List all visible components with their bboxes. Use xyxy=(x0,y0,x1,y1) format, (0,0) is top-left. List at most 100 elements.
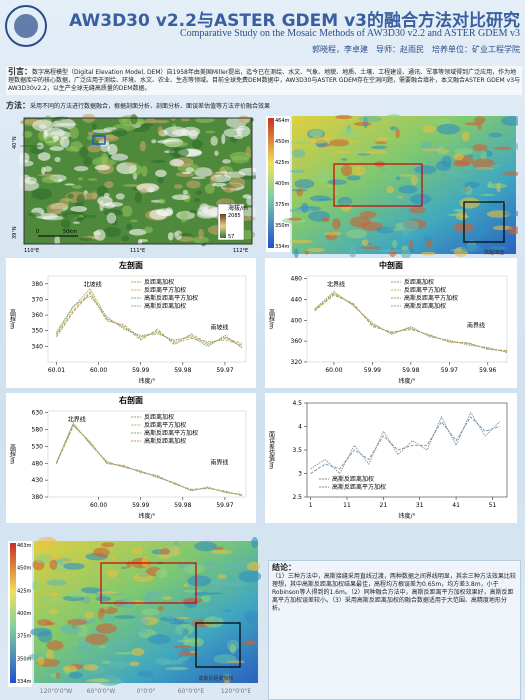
terrain xyxy=(474,116,486,124)
terrain xyxy=(210,135,218,146)
method: 方法：采用不同的方法进行数据融合，根据剖面分析、剖面分析、面误差估值等方法评价融… xyxy=(6,102,518,111)
terrain xyxy=(95,596,112,602)
terrain xyxy=(101,660,111,665)
terrain xyxy=(332,218,341,230)
terrain xyxy=(358,115,382,123)
terrain xyxy=(18,174,31,183)
terrain xyxy=(359,210,377,219)
terrain xyxy=(174,230,183,240)
scale-label: 50km xyxy=(63,229,77,235)
terrain xyxy=(238,570,261,583)
terrain xyxy=(436,123,460,135)
terrain xyxy=(194,167,213,177)
terrain xyxy=(165,666,189,671)
terrain xyxy=(509,143,518,150)
x-tick-label: 60.01 xyxy=(48,367,65,374)
terrain xyxy=(125,162,138,166)
legend-label: 高斯反距离平方加权 xyxy=(144,294,198,302)
lon-label: 120°0'0"E xyxy=(221,688,251,695)
legend-label: 高斯反距离加权 xyxy=(404,302,446,310)
x-tick-label: 41 xyxy=(452,502,460,509)
y-tick-label: 380 xyxy=(32,281,44,288)
terrain xyxy=(179,210,189,223)
terrain xyxy=(226,582,247,587)
terrain xyxy=(126,561,132,568)
colorbar-label: 350m xyxy=(275,223,290,229)
terrain xyxy=(138,574,149,577)
terrain xyxy=(408,206,426,214)
terrain xyxy=(229,644,237,654)
terrain xyxy=(94,164,111,171)
terrain xyxy=(389,248,397,258)
y-axis-label: 面误差估值/m xyxy=(268,431,275,469)
terrain xyxy=(338,129,359,137)
terrain xyxy=(296,188,303,197)
terrain xyxy=(422,124,436,133)
chart-title: 右剖面 xyxy=(118,395,143,405)
terrain xyxy=(351,165,366,176)
x-tick-label: 59.99 xyxy=(364,367,381,374)
colorbar-label: 425m xyxy=(275,160,290,166)
x-tick-label: 59.98 xyxy=(174,502,191,509)
line-series xyxy=(310,416,500,474)
x-tick-label: 51 xyxy=(489,502,497,509)
terrain xyxy=(37,537,57,548)
terrain xyxy=(93,547,110,558)
terrain xyxy=(154,658,171,666)
terrain xyxy=(128,228,147,236)
terrain xyxy=(76,193,86,206)
terrain xyxy=(210,550,233,555)
terrain xyxy=(82,192,98,200)
terrain xyxy=(459,197,480,209)
terrain xyxy=(487,181,493,189)
terrain xyxy=(155,169,167,178)
terrain xyxy=(251,537,259,549)
colorbar-label: 425m xyxy=(17,588,32,594)
terrain xyxy=(49,146,64,151)
terrain xyxy=(203,616,224,628)
terrain xyxy=(421,148,444,152)
terrain xyxy=(222,669,232,680)
terrain xyxy=(145,591,163,599)
terrain xyxy=(186,180,201,189)
legend-label: 反距离平方加权 xyxy=(144,421,186,429)
y-tick-label: 350 xyxy=(32,328,44,335)
terrain xyxy=(206,569,212,573)
terrain xyxy=(147,634,171,645)
lon-label: 112°E xyxy=(233,248,248,254)
legend-label: 高斯反距离平方加权 xyxy=(404,294,458,302)
terrain xyxy=(398,185,418,194)
terrain xyxy=(329,139,350,147)
terrain xyxy=(92,129,111,134)
lon-label: 0°0'0" xyxy=(137,688,156,695)
y-tick-label: 430 xyxy=(32,477,44,484)
y-tick-label: 340 xyxy=(32,343,44,350)
terrain xyxy=(395,128,400,139)
terrain xyxy=(380,168,388,171)
terrain xyxy=(210,578,230,588)
terrain xyxy=(213,654,237,664)
terrain xyxy=(208,592,222,595)
terrain xyxy=(460,186,472,195)
chart: 中剖面 320 360 400 440 480 60.00 59.99 59.98 59.97 59… xyxy=(265,258,517,388)
terrain xyxy=(229,177,246,188)
x-axis-label: 纬度/° xyxy=(398,512,415,520)
terrain xyxy=(111,153,129,161)
terrain xyxy=(150,160,167,163)
line-series xyxy=(55,424,242,496)
terrain xyxy=(364,150,388,154)
terrain xyxy=(64,183,75,186)
terrain xyxy=(183,564,205,574)
terrain xyxy=(489,164,502,167)
terrain xyxy=(115,193,125,200)
x-tick-label: 59.98 xyxy=(402,367,419,374)
terrain xyxy=(502,171,518,176)
terrain xyxy=(306,247,326,252)
terrain xyxy=(106,569,118,578)
terrain xyxy=(139,140,146,152)
terrain xyxy=(382,197,406,201)
y-tick-label: 2.5 xyxy=(292,494,302,501)
terrain xyxy=(98,645,106,649)
intro-label: 引言： xyxy=(8,67,32,76)
